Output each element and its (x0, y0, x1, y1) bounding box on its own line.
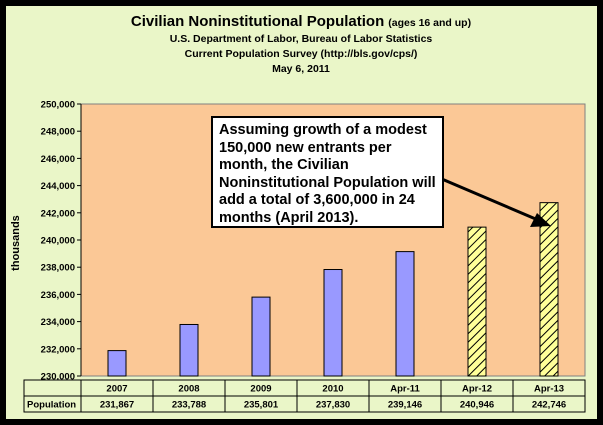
bar (395, 251, 415, 377)
data-value-label: 242,746 (532, 400, 566, 411)
x-category-label: Apr-11 (390, 384, 420, 395)
y-tick-label: 248,000 (41, 127, 75, 138)
chart-svg: Civilian Noninstitutional Population (age… (10, 13, 586, 413)
x-category-label: Apr-13 (534, 384, 564, 395)
bar-series (107, 202, 559, 377)
data-value-label: 237,830 (316, 400, 350, 411)
y-axis: 230,000 232,000 234,000 236,000 238,000 240,0… (41, 100, 82, 383)
chart-subtitle-line-1: U.S. Department of Labor, Bureau of Labo… (170, 33, 433, 45)
y-tick-label: 246,000 (41, 154, 75, 165)
y-axis-title: thousands (10, 215, 22, 271)
chart-panel: Civilian Noninstitutional Population (age… (6, 6, 597, 419)
data-value-label: 239,146 (388, 400, 422, 411)
chart-subtitle-line-2: Current Population Survey (http://bls.go… (185, 48, 418, 60)
y-tick-label: 238,000 (41, 263, 75, 274)
bar (107, 350, 127, 377)
bar (251, 296, 271, 377)
chart-subtitle-line-3: May 6, 2011 (272, 63, 330, 75)
y-tick-label: 236,000 (41, 290, 75, 301)
chart-title-suffix: (ages 16 and up) (388, 17, 471, 29)
data-value-label: 233,788 (172, 400, 206, 411)
x-category-label: 2010 (322, 384, 343, 395)
bar (323, 269, 343, 377)
y-tick-label: 244,000 (41, 181, 75, 192)
y-tick-label: 232,000 (41, 344, 75, 355)
x-category-label: 2008 (178, 384, 199, 395)
x-category-label: 2007 (106, 384, 127, 395)
x-category-label: 2009 (250, 384, 271, 395)
chart-title-main: Civilian Noninstitutional Population (131, 13, 384, 30)
bar-projected (539, 202, 559, 377)
data-value-label: 231,867 (100, 400, 134, 411)
annotation-box: Assuming growth of a modest 150,000 new … (211, 116, 444, 228)
data-table: Population 2007 231,867 2008 233,788 2009 235,… (23, 379, 586, 413)
y-tick-label: 240,000 (41, 236, 75, 247)
y-tick-label: 230,000 (41, 372, 75, 383)
bar (179, 323, 199, 377)
annotation-arrow-head (530, 213, 551, 227)
data-value-label: 235,801 (244, 400, 279, 411)
chart-title: Civilian Noninstitutional Population (age… (131, 13, 471, 30)
y-tick-label: 234,000 (41, 317, 75, 328)
x-category-label: Apr-12 (462, 384, 492, 395)
table-row-label: Population (27, 400, 76, 411)
bar-projected (467, 226, 487, 377)
y-tick-label: 250,000 (41, 100, 75, 111)
y-tick-label: 242,000 (41, 208, 75, 219)
data-value-label: 240,946 (460, 400, 494, 411)
